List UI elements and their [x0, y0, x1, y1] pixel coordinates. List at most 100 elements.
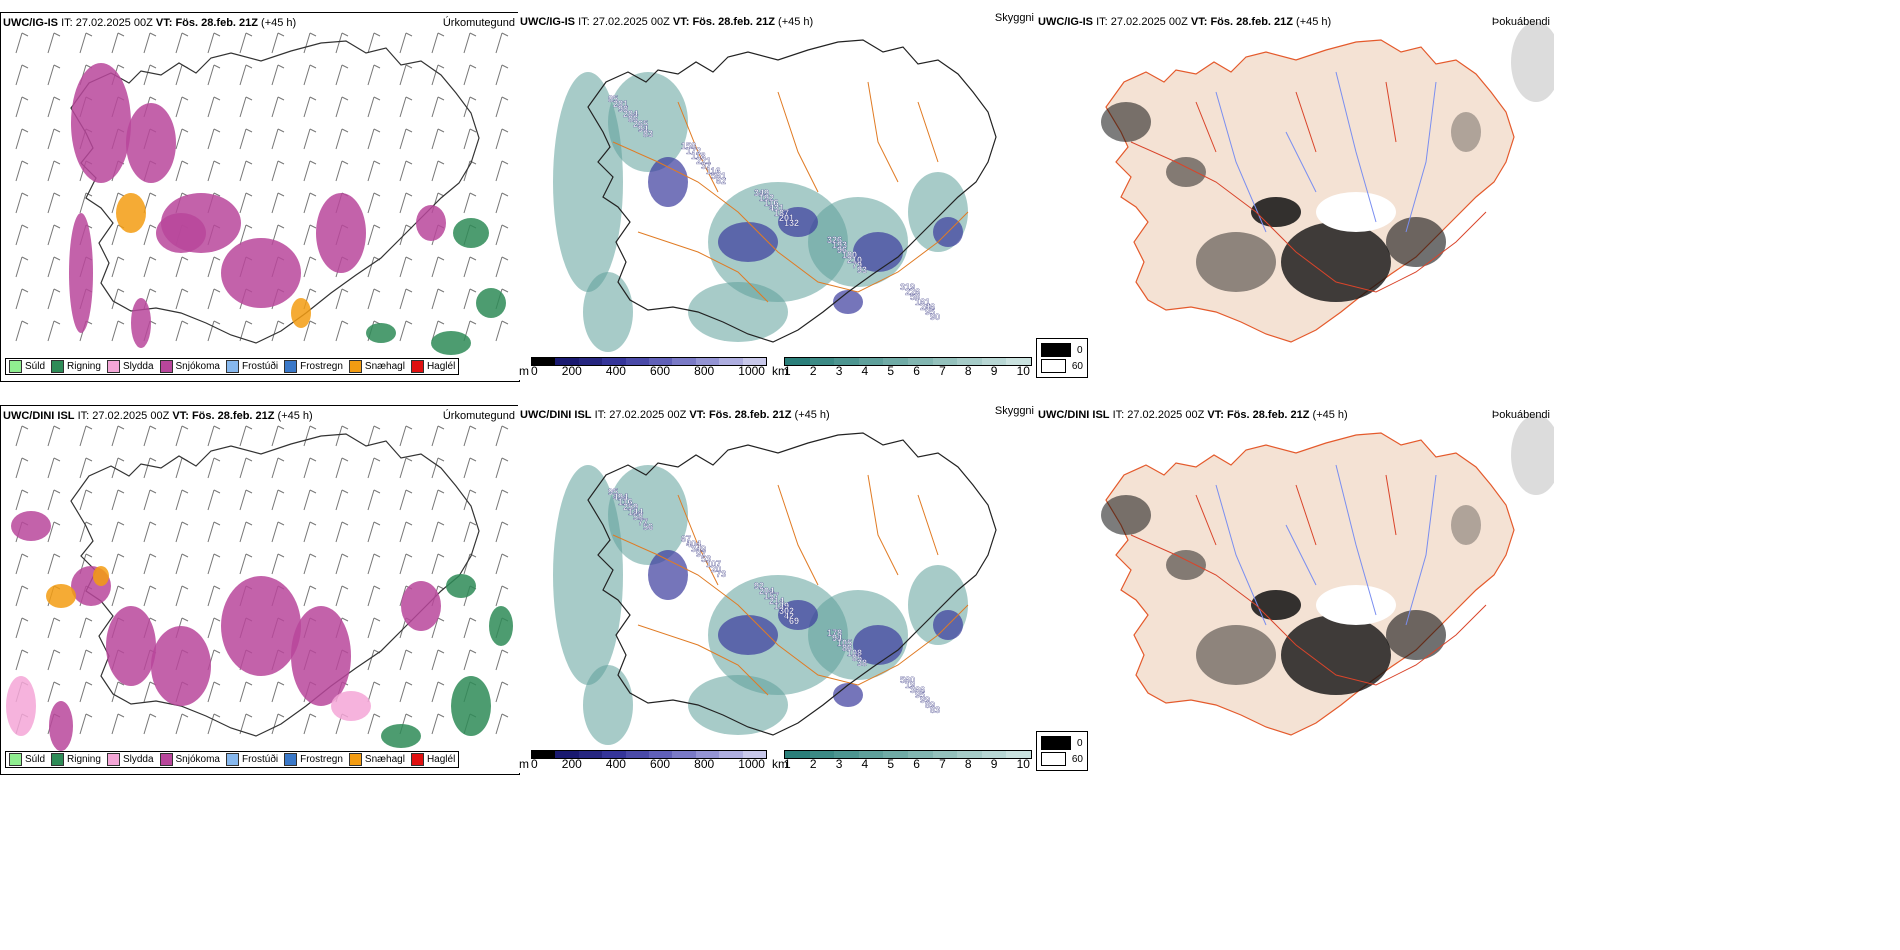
wind-barb-icon — [207, 489, 221, 511]
wind-barb-icon — [15, 553, 29, 575]
visibility-value-label: 149 — [774, 601, 789, 611]
legend-item: Haglél — [410, 360, 455, 373]
colorbar-segment — [742, 358, 767, 365]
precip-area — [93, 566, 109, 586]
visibility-value-label: 201 — [779, 213, 794, 223]
wind-barb-icon — [431, 288, 445, 310]
vt-value: Fös. 28.feb. 21Z — [191, 410, 275, 422]
panel-header: UWC/IG-IS IT: 27.02.2025 00Z VT: Fös. 28… — [3, 17, 296, 29]
colorbar-segment — [785, 751, 810, 758]
visibility-value-label: 86 — [842, 643, 852, 653]
wind-barb-icon — [271, 681, 285, 703]
precip-area — [116, 193, 146, 233]
wind-barb-icon — [207, 521, 221, 543]
wind-barb-icon — [47, 64, 61, 86]
road-network — [1130, 474, 1487, 686]
precip-area — [291, 298, 311, 328]
visibility-value-label: 116 — [764, 198, 779, 208]
vt-value: Fös. 28.feb. 21Z — [1226, 409, 1310, 421]
legend-swatch — [106, 360, 120, 373]
wind-barb-icon — [271, 457, 285, 479]
legend-label: Súld — [25, 754, 46, 765]
legend-label: Frostregn — [300, 361, 343, 372]
panel-header: UWC/DINI ISL IT: 27.02.2025 00Z VT: Fös.… — [1038, 409, 1348, 421]
colorbar-tick-label: 10 — [1016, 364, 1030, 378]
colorbar-segment — [602, 358, 626, 365]
colorbar-segment — [672, 358, 696, 365]
precip-area — [416, 205, 446, 241]
wind-barb-icon — [495, 96, 509, 118]
wind-barb-icon — [463, 192, 477, 214]
legend-item: Snæhagl — [348, 753, 405, 766]
very-low-visibility-area — [778, 207, 818, 237]
it-label: IT: — [77, 410, 90, 422]
wind-barb-icon — [143, 32, 157, 54]
fog-indicator-area — [1281, 222, 1391, 302]
wind-barb-icon — [207, 617, 221, 639]
wind-barb-icon — [399, 681, 413, 703]
legend-item: Frostregn — [284, 753, 343, 766]
colorbar-segment — [555, 751, 579, 758]
it-label: IT: — [1096, 16, 1108, 28]
wind-barb-icon — [79, 457, 93, 479]
it-value: 27.02.2025 00Z — [592, 16, 670, 28]
colorbar-segment — [858, 751, 884, 758]
wind-barb-icon — [303, 192, 317, 214]
wind-barb-icon — [175, 128, 189, 150]
wind-barb-icon — [303, 521, 317, 543]
precip-area — [11, 511, 51, 541]
wind-barb-icon — [15, 64, 29, 86]
visibility-value-label: 226 — [905, 287, 920, 297]
wind-barb-icon — [271, 713, 285, 735]
visibility-value-label: 349 — [754, 188, 769, 198]
wind-barb-icon — [399, 425, 413, 447]
vt-value: Fös. 28.feb. 21Z — [175, 17, 258, 29]
fog-panel-top: UWC/IG-IS IT: 27.02.2025 00Z VT: Fös. 28… — [1036, 12, 1554, 380]
colorbar-segment — [981, 751, 1007, 758]
panel-title: Skyggni — [994, 12, 1034, 24]
visibility-value-label: 62 — [716, 176, 726, 186]
wind-barb-icon — [367, 457, 381, 479]
legend-swatch — [159, 360, 173, 373]
colorbar-segment — [555, 358, 579, 365]
wind-barb-icon — [111, 521, 125, 543]
colorbar-tick-label: 4 — [861, 364, 869, 378]
visibility-value-label: 157 — [764, 591, 779, 601]
vt-label: VT: — [155, 17, 173, 29]
wind-barb-icon — [495, 681, 509, 703]
wind-barb-icon — [431, 96, 445, 118]
iceland-coastline — [70, 40, 480, 344]
visibility-value-label: 259 — [623, 502, 638, 512]
visibility-value-label: 178 — [827, 628, 842, 638]
wind-barb-icon — [495, 585, 509, 607]
visibility-value-label: 107 — [706, 559, 721, 569]
wind-barb-icon — [207, 713, 221, 735]
fog-legend-label: 60 — [1071, 360, 1083, 372]
wind-barb-icon — [367, 96, 381, 118]
wind-barb-icon — [47, 457, 61, 479]
colorbar-unit: km — [772, 364, 788, 378]
fog-legend-row: 60 — [1041, 358, 1083, 374]
it-value: 27.02.2025 00Z — [1110, 16, 1188, 28]
legend-swatch — [106, 753, 120, 766]
wind-barb-icon — [303, 713, 317, 735]
panel-header: UWC/IG-IS IT: 27.02.2025 00Z VT: Fös. 28… — [1038, 16, 1331, 28]
wind-barb-icon — [399, 256, 413, 278]
wind-barb-icon — [495, 128, 509, 150]
wind-barb-icon — [111, 553, 125, 575]
legend-swatch — [9, 753, 22, 766]
wind-barb-icon — [335, 553, 349, 575]
wind-barb-icon — [47, 32, 61, 54]
wind-barb-icon — [143, 457, 157, 479]
visibility-value-label: 180 — [842, 250, 857, 260]
fog-indicator-area — [1386, 217, 1446, 267]
visibility-value-label: 77 — [638, 517, 648, 527]
visibility-value-label: 431 — [769, 203, 784, 213]
fog-legend-swatch — [1041, 359, 1066, 373]
visibility-value-label: 69 — [789, 616, 799, 626]
legend-swatch — [225, 360, 239, 373]
fog-legend-label: 0 — [1077, 344, 1083, 356]
colorbar-segment — [625, 751, 650, 758]
it-value: 27.02.2025 00Z — [1127, 409, 1205, 421]
visibility-colorbar-m-bottom: m 0 200 400 600 800 1000 — [519, 750, 769, 772]
